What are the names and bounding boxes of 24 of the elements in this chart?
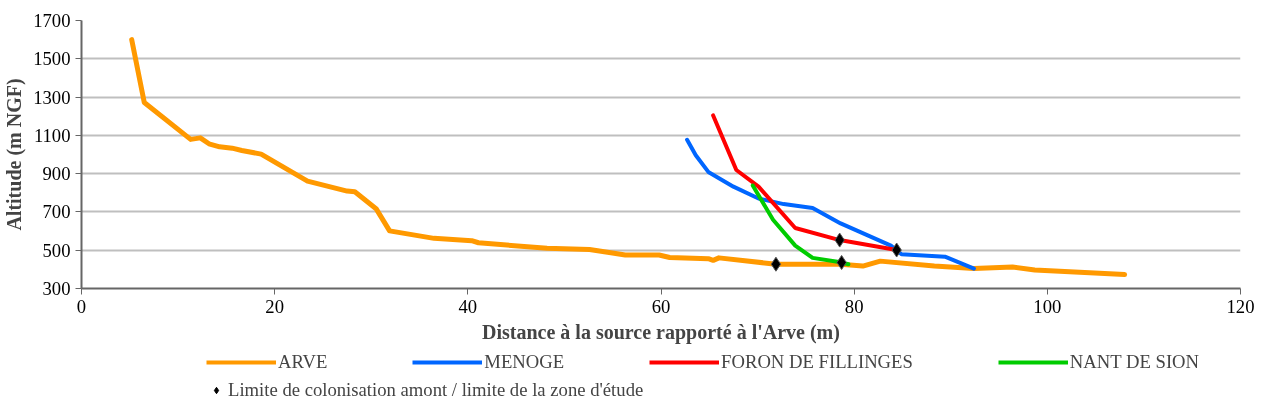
point	[770, 256, 782, 272]
y-tick-label: 1100	[33, 124, 71, 146]
legend-label: FORON DE FILLINGES	[721, 351, 913, 373]
y-axis-title: Altitude (m NGF)	[3, 78, 27, 231]
x-tick-label: 60	[651, 295, 671, 317]
y-tick-label: 1300	[33, 86, 71, 108]
x-tick-label: 120	[1226, 295, 1255, 317]
x-tick-label: 20	[265, 295, 284, 317]
legend-label: MENOGE	[484, 351, 565, 373]
x-tick-label: 80	[844, 295, 864, 317]
x-tick-label: 100	[1033, 295, 1062, 317]
legend-label: ARVE	[278, 351, 328, 373]
y-tick-label: 500	[42, 239, 71, 261]
y-tick-label: 1500	[33, 48, 71, 70]
legend-label: Limite de colonisation amont / limite de la zone d'étude	[228, 379, 644, 401]
y-tick-label: 1700	[33, 10, 71, 31]
x-tick-label: 0	[76, 295, 87, 317]
y-tick-label: 900	[42, 163, 71, 185]
legend-label: NANT DE SION	[1069, 351, 1200, 373]
line-series	[685, 137, 976, 271]
y-tick-label: 700	[42, 201, 71, 223]
y-tick-label: 300	[42, 278, 71, 299]
x-axis-title: Distance à la source rapporté à l'Arve (m)	[482, 320, 840, 344]
x-tick-label: 40	[458, 295, 478, 317]
